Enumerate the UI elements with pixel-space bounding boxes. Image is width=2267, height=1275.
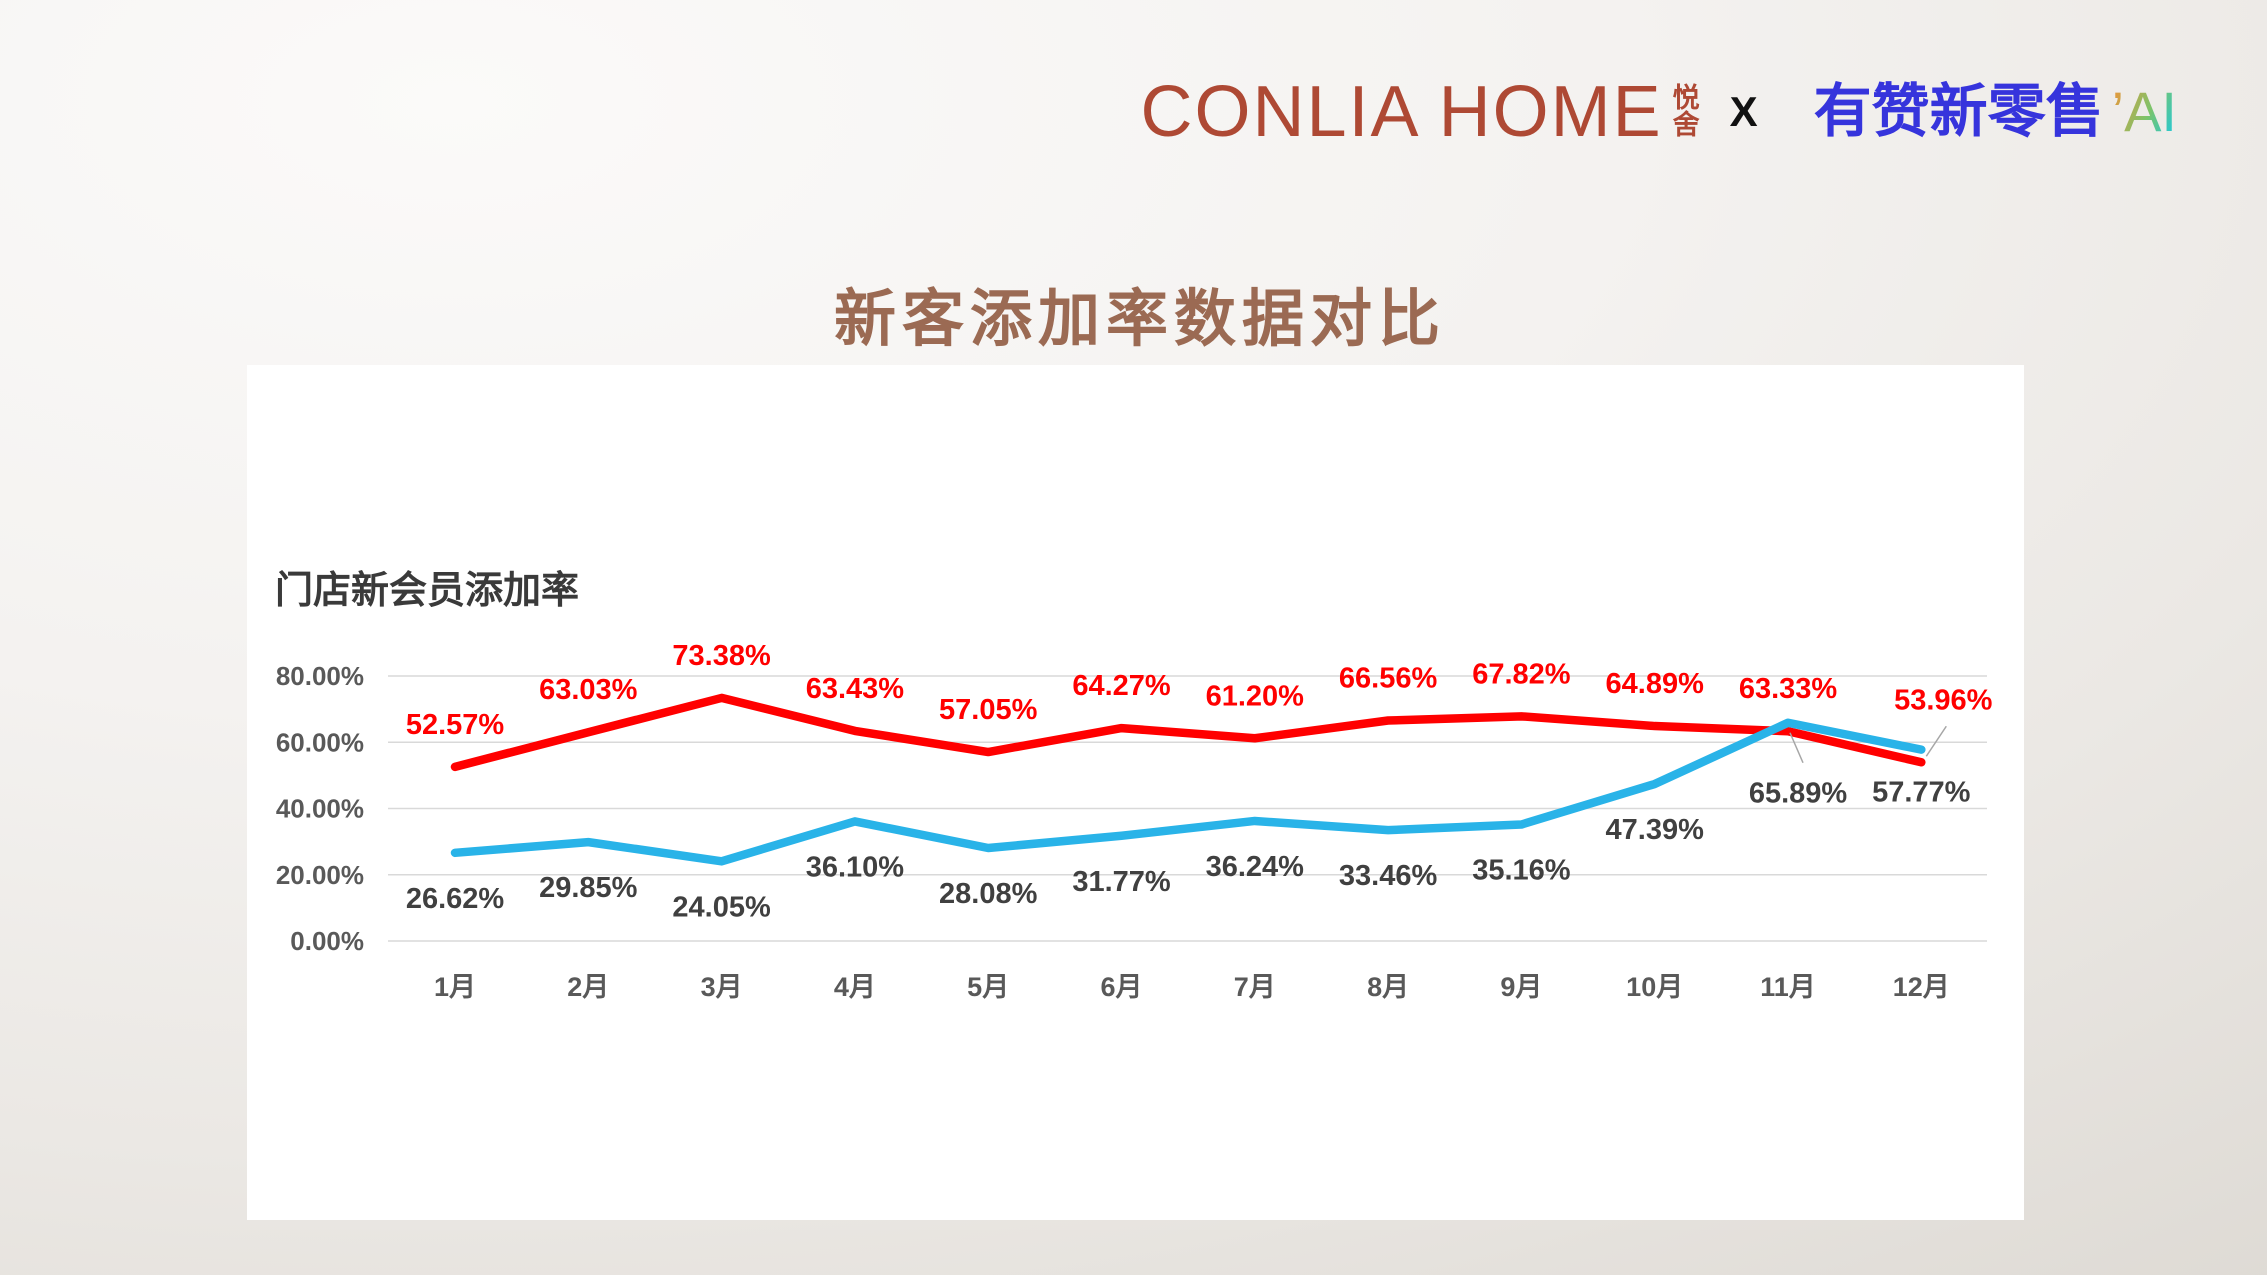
data-label-red: 67.82% xyxy=(1472,658,1571,690)
x-axis-label: 4月 xyxy=(834,972,876,1002)
data-label-blue: 36.10% xyxy=(806,851,905,883)
y-axis-label: 80.00% xyxy=(276,661,364,691)
x-axis-label: 3月 xyxy=(701,972,743,1002)
label-leader-line xyxy=(1789,732,1804,764)
partner-ai-suffix: ’AI xyxy=(2111,80,2177,143)
page-title: 新客添加率数据对比 xyxy=(834,285,1447,354)
data-label-blue: 65.89% xyxy=(1749,778,1848,810)
data-label-red: 63.03% xyxy=(539,674,638,706)
y-axis-label: 20.00% xyxy=(276,860,364,890)
data-label-red: 66.56% xyxy=(1339,663,1438,695)
data-label-red: 63.33% xyxy=(1739,673,1838,705)
label-leader-line xyxy=(1925,725,1947,757)
data-label-blue: 31.77% xyxy=(1072,866,1171,898)
brand-suffix-top-char: 悦 xyxy=(1672,83,1700,113)
x-axis-label: 2月 xyxy=(567,972,609,1002)
x-axis-label: 6月 xyxy=(1100,972,1142,1002)
data-label-red: 64.89% xyxy=(1606,668,1705,700)
logo: CONLIA HOME 悦 舍 X 有赞新零售 ’AI xyxy=(1141,72,2178,152)
data-label-red: 57.05% xyxy=(939,694,1038,726)
data-label-red: 64.27% xyxy=(1072,670,1171,702)
data-label-red: 53.96% xyxy=(1894,684,1993,716)
data-label-red: 52.57% xyxy=(406,709,505,741)
x-axis-label: 11月 xyxy=(1760,972,1816,1002)
x-axis-label: 7月 xyxy=(1234,972,1276,1002)
data-label-red: 73.38% xyxy=(672,640,771,672)
y-axis-label: 40.00% xyxy=(276,794,364,824)
series-line-red xyxy=(450,693,1926,772)
line-chart: 门店新会员添加率 0.00% 20.00% 40.00% 60.00% 80.00% 1月 2… xyxy=(275,570,1993,1002)
x-axis-label: 1月 xyxy=(434,972,476,1002)
x-axis-label: 10月 xyxy=(1626,972,1683,1002)
partner-logo-text: 有赞新零售 xyxy=(1813,79,2104,144)
data-label-blue: 26.62% xyxy=(406,883,505,915)
collab-x-separator: X xyxy=(1729,88,1758,135)
data-label-blue: 36.24% xyxy=(1206,851,1305,883)
x-axis-label: 8月 xyxy=(1367,972,1409,1002)
data-label-red: 61.20% xyxy=(1206,680,1305,712)
data-label-blue: 24.05% xyxy=(672,891,771,923)
data-label-blue: 57.77% xyxy=(1872,777,1971,809)
data-label-blue: 35.16% xyxy=(1472,855,1571,887)
series-line-blue xyxy=(450,718,1926,866)
brand-logo-text: CONLIA HOME xyxy=(1140,72,1663,152)
data-label-red: 63.43% xyxy=(806,673,905,705)
chart-card: 门店新会员添加率 0.00% 20.00% 40.00% 60.00% 80.00% 1月 2… xyxy=(247,365,2024,1220)
data-label-blue: 33.46% xyxy=(1339,860,1438,892)
data-label-blue: 47.39% xyxy=(1606,814,1705,846)
brand-logo-suffix: 悦 舍 xyxy=(1673,85,1700,139)
x-axis-label: 9月 xyxy=(1500,972,1542,1002)
data-label-blue: 29.85% xyxy=(539,872,638,904)
y-axis-label: 60.00% xyxy=(276,727,364,757)
x-axis-label: 5月 xyxy=(967,972,1009,1002)
x-axis-label: 12月 xyxy=(1893,972,1950,1002)
brand-suffix-bottom-char: 舍 xyxy=(1672,110,1700,140)
chart-title: 门店新会员添加率 xyxy=(275,570,579,612)
data-label-blue: 28.08% xyxy=(939,878,1038,910)
y-axis-label: 0.00% xyxy=(290,926,364,956)
